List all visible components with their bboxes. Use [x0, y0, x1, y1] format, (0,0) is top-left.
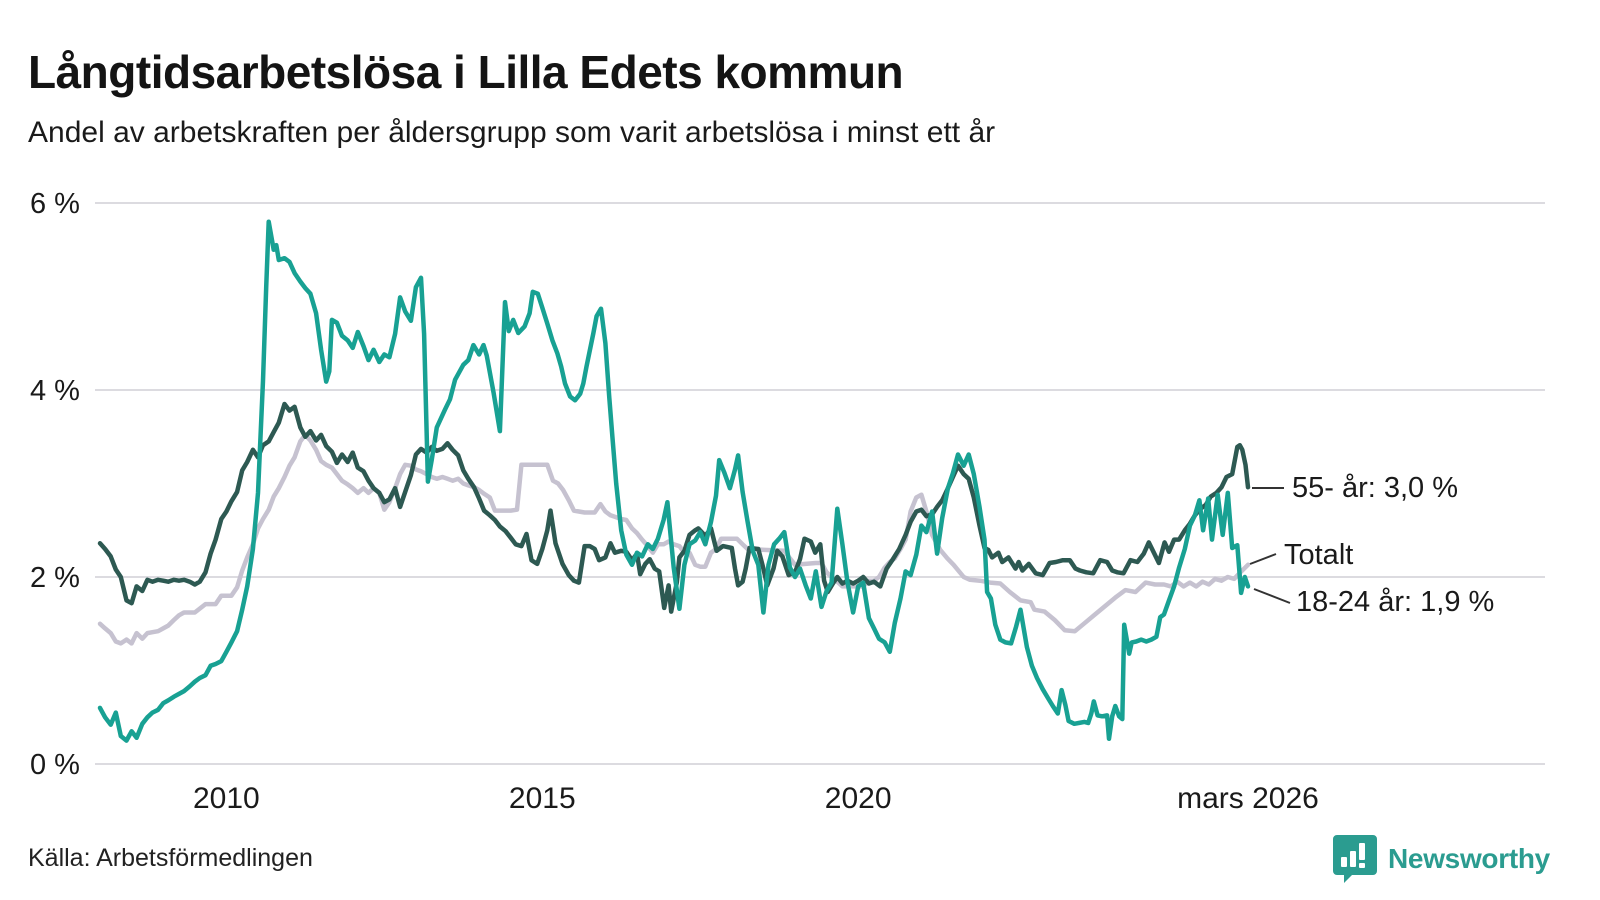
newsworthy-wordmark: Newsworthy [1388, 843, 1550, 874]
newsworthy-logo: Newsworthy [1332, 834, 1550, 884]
line-chart: 0 % 2 % 4 % 6 % 2010 2015 2020 mars 2026 Total… [30, 188, 1545, 815]
series-line-55- år [97, 401, 1251, 614]
end-label-18-24 år: 18-24 år: 1,9 % [1296, 586, 1494, 618]
page-title: Långtidsarbetslösa i Lilla Edets kommun [28, 45, 904, 98]
svg-text:2 %: 2 % [30, 562, 80, 594]
svg-text:2020: 2020 [825, 782, 892, 815]
svg-text:6 %: 6 % [30, 188, 80, 220]
svg-text:4 %: 4 % [30, 375, 80, 407]
newsworthy-icon [1333, 835, 1377, 883]
svg-text:2015: 2015 [509, 782, 576, 815]
svg-text:mars 2026: mars 2026 [1177, 782, 1319, 815]
end-label-Totalt: Totalt [1284, 539, 1353, 571]
series-end-labels: Totalt 55- år: 3,0 % 18-24 år: 1,9 % [1249, 472, 1494, 618]
x-axis-labels: 2010 2015 2020 mars 2026 [193, 782, 1319, 815]
series-line-18-24 år [97, 219, 1251, 743]
chart-subtitle: Andel av arbetskraften per åldersgrupp s… [28, 116, 996, 149]
chart-series [97, 219, 1251, 743]
end-label-55- år: 55- år: 3,0 % [1292, 472, 1458, 504]
svg-text:2010: 2010 [193, 782, 260, 815]
y-axis-labels: 0 % 2 % 4 % 6 % [30, 188, 80, 781]
series-line-Totalt [97, 432, 1251, 646]
svg-text:0 %: 0 % [30, 749, 80, 781]
gridlines [95, 202, 1545, 765]
source-note: Källa: Arbetsförmedlingen [28, 844, 313, 872]
